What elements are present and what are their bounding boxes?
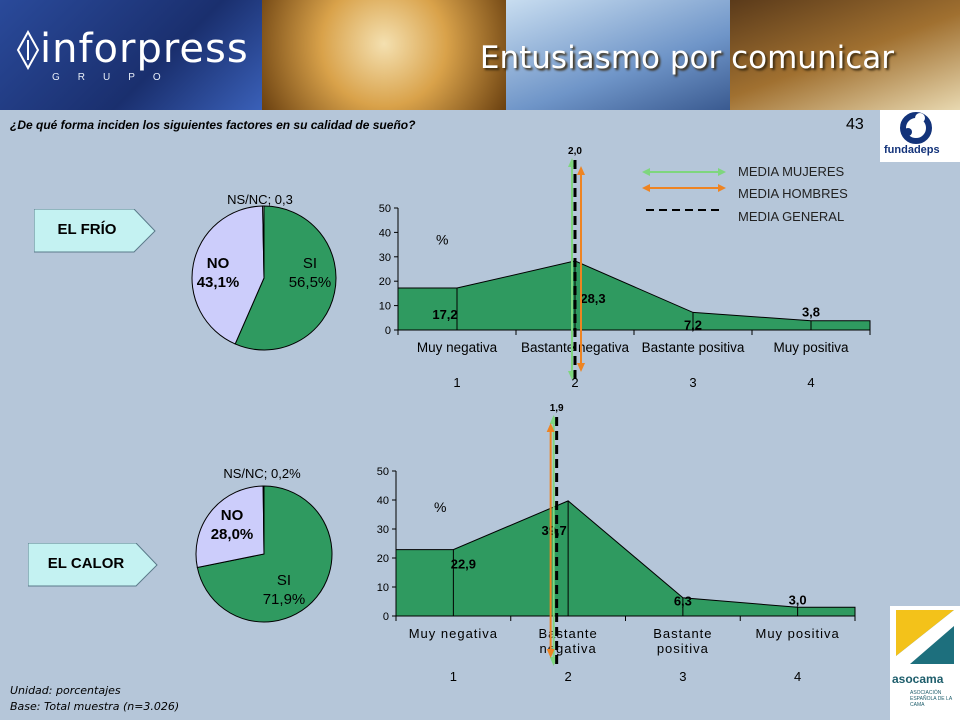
scale-number-label: 4 xyxy=(807,375,814,390)
scale-number-label: 1 xyxy=(450,669,457,684)
area-series xyxy=(397,260,871,331)
y-tick-label: 10 xyxy=(379,301,391,313)
legend-men-label: MEDIA HOMBRES xyxy=(738,186,848,201)
pie-label-no-name: NO xyxy=(207,255,230,272)
data-label: 17,2 xyxy=(432,307,457,322)
pie-label-nsnc: NS/NC; 0,2% xyxy=(223,466,301,481)
fundadeps-mark-icon xyxy=(900,112,932,144)
tag-el-frio: EL FRÍO xyxy=(34,221,140,241)
x-category-label: Bastante positiva xyxy=(642,340,745,355)
header-banner: inforpress GRUPO Entusiasmo por comunica… xyxy=(0,0,960,110)
y-tick-label: 20 xyxy=(377,553,389,565)
page-number: 43 xyxy=(846,116,864,133)
pie-label-si-name: SI xyxy=(303,255,317,272)
survey-question: ¿De qué forma inciden los siguientes fac… xyxy=(10,118,416,132)
fundadeps-logo: fundadeps xyxy=(880,110,960,162)
x-category-label: Muy negativa xyxy=(417,340,498,355)
footnote-unit: Unidad: porcentajes xyxy=(10,684,121,697)
y-axis-unit-label: % xyxy=(436,231,448,247)
pie-slice-nsnc xyxy=(262,485,265,555)
banner-tile-logo xyxy=(0,0,262,110)
data-label: 22,9 xyxy=(451,557,476,572)
logo-text: inforpress xyxy=(40,26,249,72)
asocama-text: asocama xyxy=(892,672,944,686)
pie-label-no-value: 28,0% xyxy=(211,526,254,543)
logo-subtext: GRUPO xyxy=(52,72,179,83)
pie-label-no-value: 43,1% xyxy=(197,274,240,291)
y-axis-unit-label: % xyxy=(434,499,446,515)
x-category-label: Bastante xyxy=(653,626,712,641)
tag-el-calor: EL CALOR xyxy=(28,555,144,575)
pie-slice-no xyxy=(191,205,265,345)
pie-slice-no xyxy=(195,485,265,569)
asocama-mark-icon xyxy=(896,610,954,664)
pie-label-si-value: 56,5% xyxy=(289,274,332,291)
scale-number-label: 2 xyxy=(565,669,572,684)
pie-slice-nsnc xyxy=(262,205,265,279)
pie-slice-si xyxy=(196,485,333,623)
y-tick-label: 40 xyxy=(379,227,391,239)
data-label: 6,3 xyxy=(674,594,692,609)
scale-number-label: 3 xyxy=(689,375,696,390)
scale-number-label: 4 xyxy=(794,669,801,684)
tag-el-calor-shape xyxy=(28,543,158,587)
pen-nib-icon xyxy=(16,30,40,70)
x-category-label: Muy positiva xyxy=(773,340,849,355)
area-series xyxy=(395,500,856,617)
pie-chart-calor: NS/NC; 0,2% SI 71,9% NO 28,0% xyxy=(195,466,333,623)
legend-women-line xyxy=(642,168,726,176)
y-tick-label: 10 xyxy=(377,582,389,594)
data-label: 7,2 xyxy=(684,317,702,332)
legend-men-line xyxy=(642,184,726,192)
y-tick-label: 50 xyxy=(377,466,389,478)
banner-tile-seed xyxy=(262,0,506,110)
data-label: 3,8 xyxy=(802,305,820,320)
mean-men-arrow-top xyxy=(546,423,555,432)
tag-el-frio-label: EL FRÍO xyxy=(57,221,117,238)
asocama-subtext: ASOCIACIÓN ESPAÑOLA DE LA CAMA xyxy=(910,690,952,708)
tag-el-calor-label: EL CALOR xyxy=(47,555,125,572)
y-tick-label: 30 xyxy=(377,524,389,536)
mean-general-label: 1,9 xyxy=(550,403,564,414)
x-category-label: positiva xyxy=(657,641,709,656)
asocama-logo: asocama ASOCIACIÓN ESPAÑOLA DE LA CAMA xyxy=(890,606,960,720)
pie-label-no-name: NO xyxy=(221,507,244,524)
pie-label-nsnc: NS/NC; 0,3 xyxy=(227,192,293,207)
y-tick-label: 20 xyxy=(379,276,391,288)
footnote-base: Base: Total muestra (n=3.026) xyxy=(10,700,180,713)
fundadeps-text: fundadeps xyxy=(884,144,940,156)
x-category-label: Bastante xyxy=(538,626,597,641)
mean-men-arrow-bottom xyxy=(577,363,585,372)
mean-men-arrow-bottom xyxy=(546,649,555,658)
y-tick-label: 30 xyxy=(379,252,391,264)
scale-number-label: 3 xyxy=(679,669,686,684)
pie-label-si-name: SI xyxy=(277,572,291,589)
y-tick-label: 50 xyxy=(379,203,391,215)
mean-men-arrow-top xyxy=(577,166,585,175)
mean-legend xyxy=(642,168,726,211)
mean-general-label: 2,0 xyxy=(568,146,582,157)
y-tick-label: 40 xyxy=(377,495,389,507)
banner-tile-egg xyxy=(730,0,960,110)
data-label: 28,3 xyxy=(580,291,605,306)
y-tick-label: 0 xyxy=(383,611,389,623)
tag-el-frio-shape xyxy=(34,209,156,253)
pie-slice-si xyxy=(234,205,337,351)
scale-number-label: 1 xyxy=(453,375,460,390)
banner-tile-sprout xyxy=(506,0,730,110)
pie-chart-frio: NS/NC; 0,3 SI 56,5% NO 43,1% xyxy=(191,192,337,351)
legend-women-label: MEDIA MUJERES xyxy=(738,164,845,179)
scale-number-label: 2 xyxy=(571,375,578,390)
x-category-label: Muy negativa xyxy=(409,626,498,641)
pie-label-si-value: 71,9% xyxy=(263,591,306,608)
y-tick-label: 0 xyxy=(385,325,391,337)
data-label: 3,0 xyxy=(789,592,807,607)
legend-general-label: MEDIA GENERAL xyxy=(738,209,845,224)
slide-title: Entusiasmo por comunicar xyxy=(479,40,894,76)
x-category-label: Muy positiva xyxy=(756,626,840,641)
x-category-label: negativa xyxy=(540,641,597,656)
